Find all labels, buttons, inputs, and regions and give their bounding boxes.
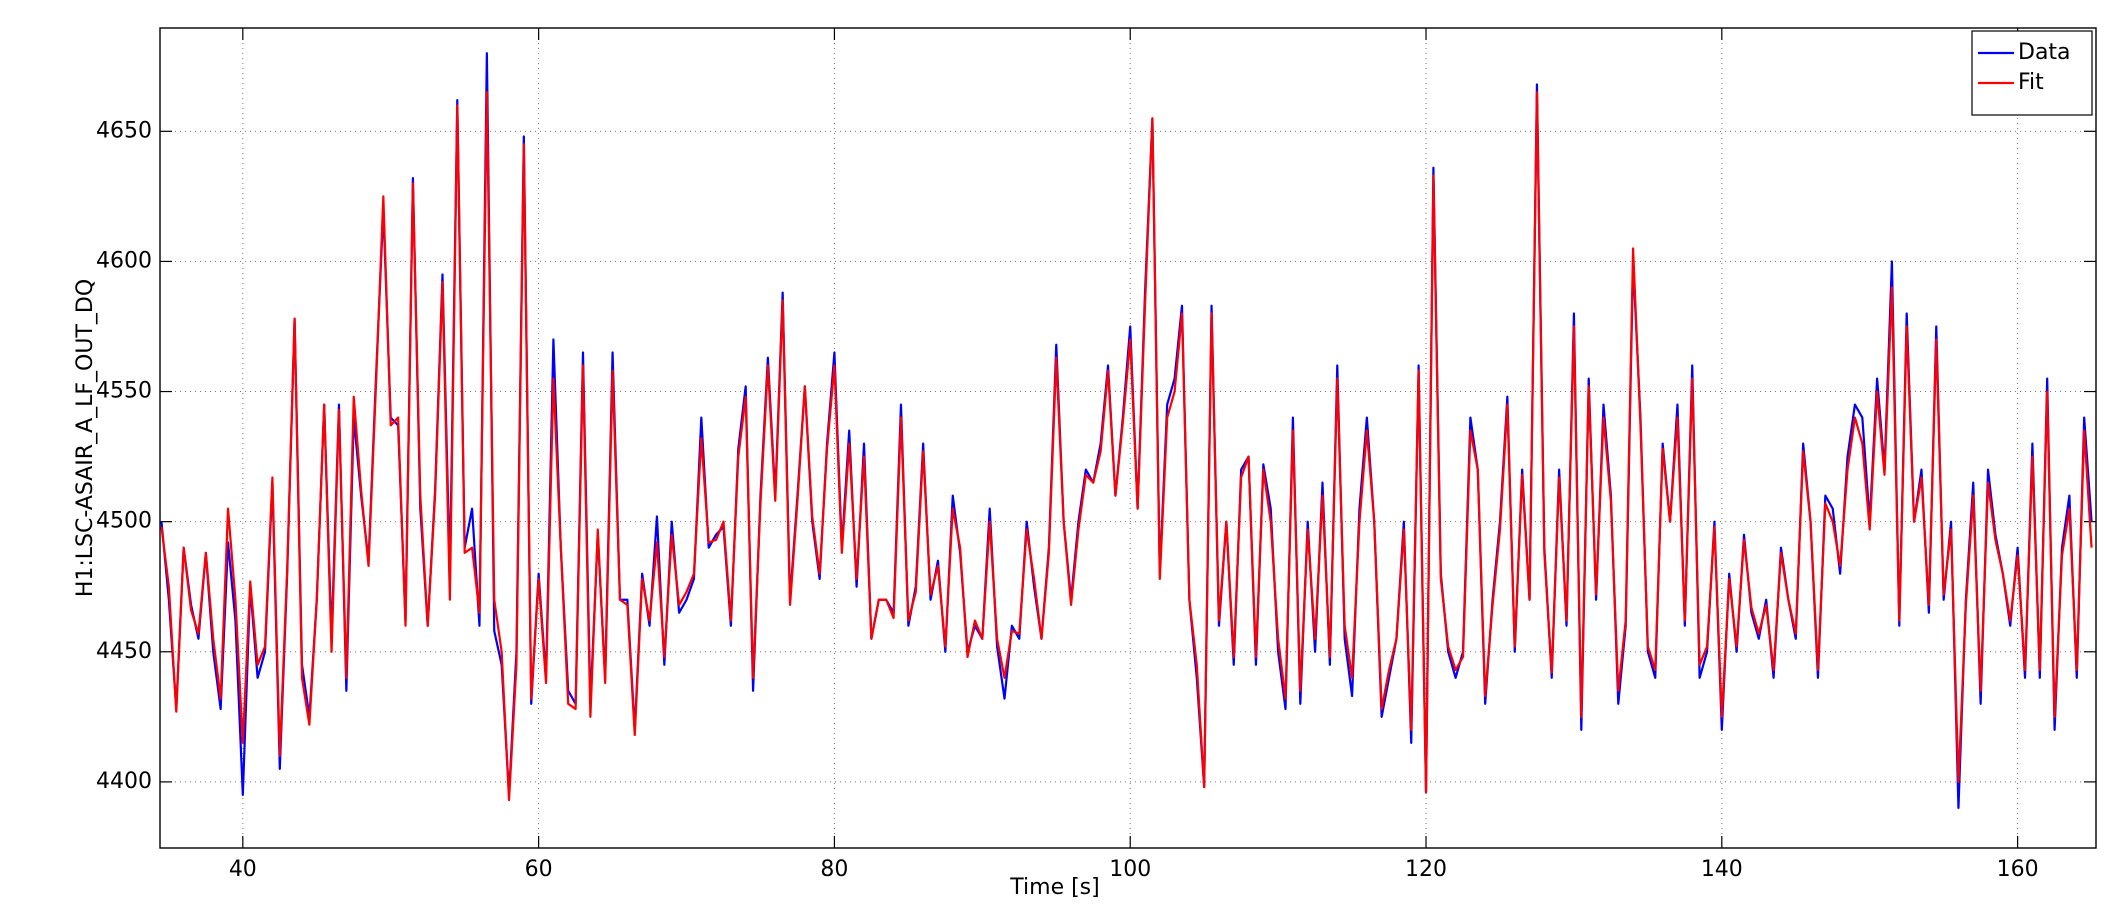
x-tick-label: 80 <box>820 857 848 882</box>
x-tick-label: 120 <box>1405 857 1447 882</box>
y-tick-label: 4500 <box>96 509 152 534</box>
y-tick-label: 4550 <box>96 379 152 404</box>
x-tick-label: 40 <box>229 857 257 882</box>
x-tick-label: 60 <box>525 857 553 882</box>
plot-frame <box>159 27 2097 849</box>
legend-label: Fit <box>2018 70 2044 95</box>
legend-label: Data <box>2018 40 2071 65</box>
y-tick-label: 4400 <box>96 769 152 794</box>
x-tick-label: 100 <box>1109 857 1151 882</box>
data-line <box>160 91 2093 802</box>
x-tick-label: 140 <box>1701 857 1743 882</box>
x-axis-label: Time [s] <box>1009 875 1099 900</box>
legend-box <box>1971 30 2093 116</box>
y-tick-label: 4600 <box>96 248 152 273</box>
x-tick-label: 160 <box>1997 857 2039 882</box>
y-axis-label: H1:LSC-ASAIR_A_LF_OUT_DQ <box>73 279 98 597</box>
y-tick-label: 4450 <box>96 639 152 664</box>
y-tick-label: 4650 <box>96 118 152 143</box>
